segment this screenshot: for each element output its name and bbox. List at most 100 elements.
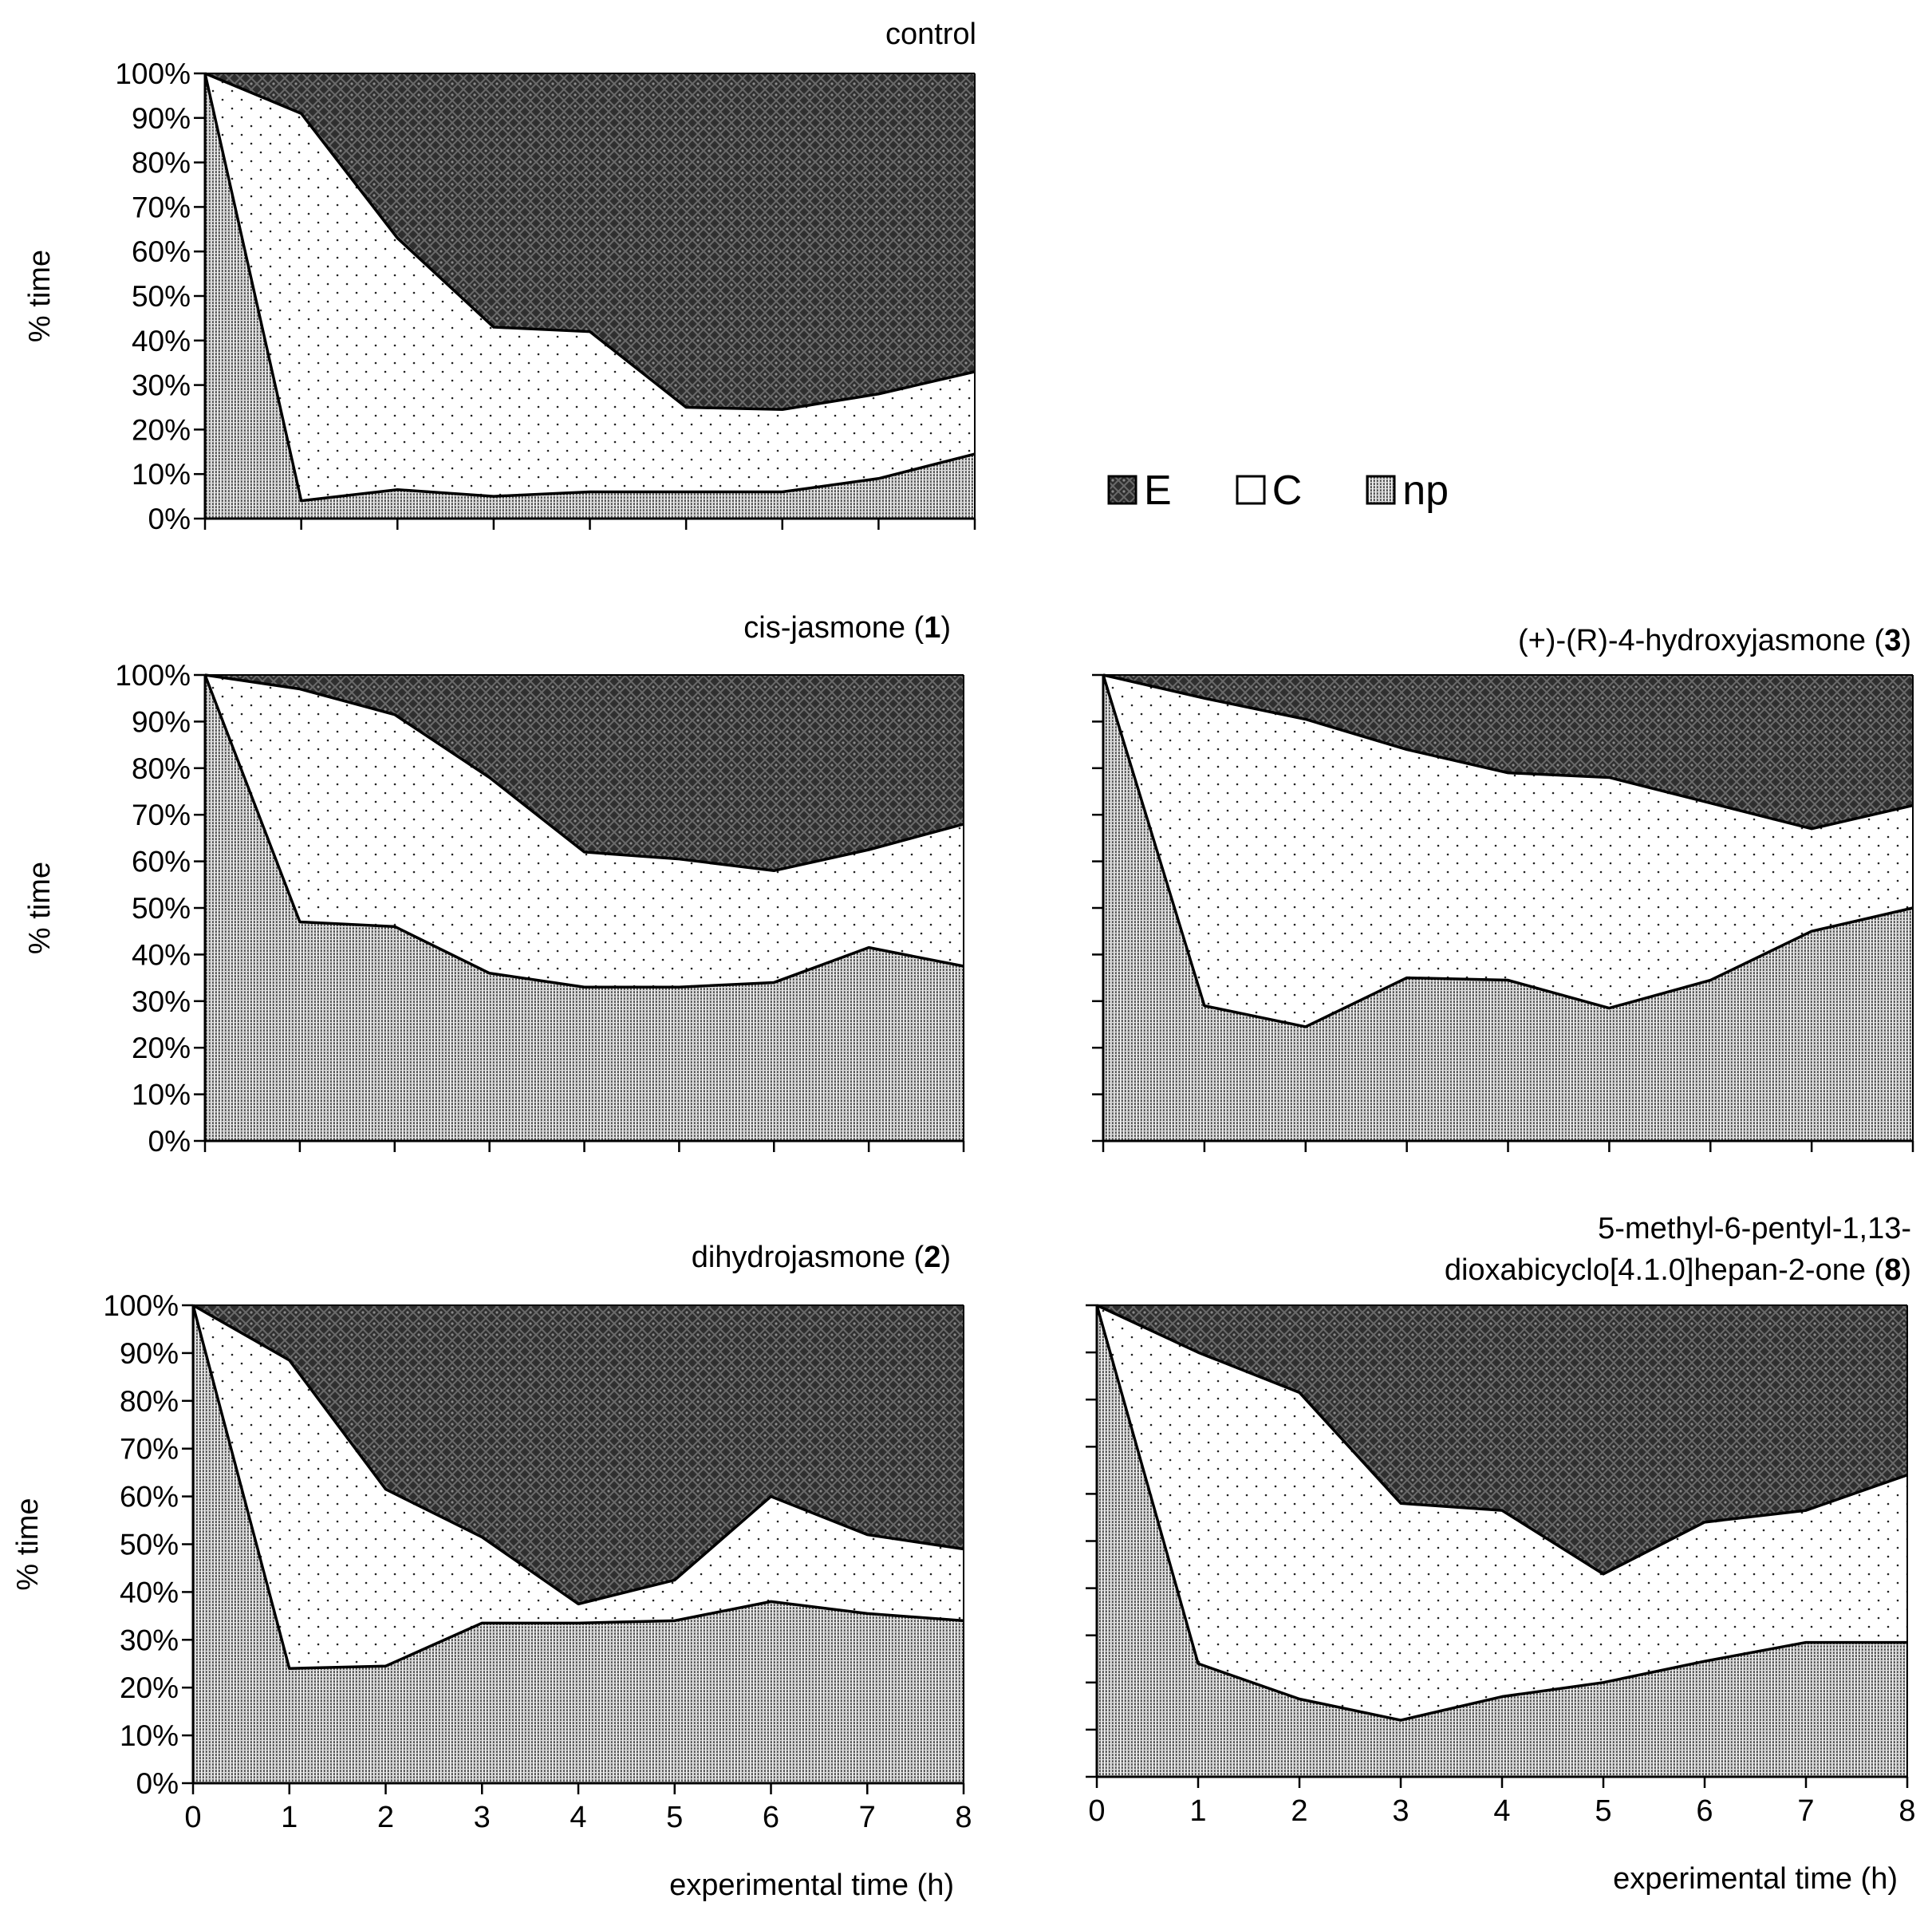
y-tick-label: 0% xyxy=(148,503,191,535)
y-tick-label: 10% xyxy=(132,1079,191,1111)
y-axis-label: % time xyxy=(23,250,57,342)
y-tick-label: 20% xyxy=(132,413,191,446)
boundary-line-C xyxy=(1102,673,1914,831)
area-E xyxy=(205,675,964,871)
y-tick-label: 90% xyxy=(132,102,191,135)
boundary-line-np xyxy=(203,674,964,989)
x-axis-label: experimental time (h) xyxy=(669,1869,954,1902)
y-tick-label: 0% xyxy=(136,1767,179,1800)
boundary-line-np xyxy=(1102,674,1914,1028)
area-E xyxy=(1097,1305,1907,1574)
y-tick-label: 30% xyxy=(132,985,191,1018)
x-tick-label: 1 xyxy=(1189,1794,1206,1828)
y-tick-label: 70% xyxy=(132,799,191,831)
chart-hydroxyjasmone xyxy=(1092,673,1914,1152)
y-tick-label: 10% xyxy=(120,1719,179,1752)
y-tick-label: 60% xyxy=(132,235,191,268)
x-tick-label: 4 xyxy=(1493,1794,1510,1828)
area-E xyxy=(1103,675,1913,829)
y-tick-label: 30% xyxy=(132,369,191,402)
chart-title-close: ) xyxy=(1901,624,1911,657)
area-C xyxy=(205,675,964,988)
compound-number: 1 xyxy=(924,611,941,645)
x-tick-label: 0 xyxy=(184,1801,201,1834)
x-tick-label: 8 xyxy=(1898,1794,1915,1828)
y-tick-label: 20% xyxy=(132,1032,191,1064)
boundary-line-np xyxy=(203,73,976,503)
chart-title-text: control xyxy=(885,18,976,51)
y-tick-label: 40% xyxy=(132,938,191,971)
y-tick-label: 80% xyxy=(132,147,191,180)
y-tick-label: 60% xyxy=(120,1481,179,1514)
y-tick-label: 40% xyxy=(120,1576,179,1608)
area-C xyxy=(205,73,975,501)
x-axis-label: experimental time (h) xyxy=(1613,1862,1898,1896)
y-tick-label: 50% xyxy=(132,892,191,925)
y-tick-label: 70% xyxy=(120,1433,179,1466)
legend: E C np xyxy=(1107,467,1449,515)
y-tick-label: 70% xyxy=(132,191,191,223)
area-C xyxy=(1103,675,1913,1027)
x-tick-label: 7 xyxy=(1797,1794,1814,1828)
area-C xyxy=(193,1305,964,1669)
x-tick-label: 8 xyxy=(955,1801,972,1834)
x-tick-label: 6 xyxy=(1696,1794,1713,1828)
y-tick-label: 10% xyxy=(132,458,191,491)
chart-title-text: cis-jasmone ( xyxy=(743,611,925,645)
legend-label-C: C xyxy=(1272,468,1303,514)
x-tick-label: 7 xyxy=(859,1801,876,1834)
legend-swatch-E xyxy=(1107,475,1138,505)
compound-number: 8 xyxy=(1884,1253,1902,1287)
y-tick-label: 90% xyxy=(120,1337,179,1370)
y-tick-label: 0% xyxy=(148,1125,191,1158)
chart-title-dioxabicyclo: dioxabicyclo[4.1.0]hepan-2-one (8) xyxy=(1445,1252,1911,1289)
area-E xyxy=(205,73,975,410)
chart-cis-jasmone: 0% 10% 20% 30% 40% 50% 60% 70% 80% 90% 100% % time xyxy=(23,659,965,1158)
boundary-line-C xyxy=(1096,1304,1908,1576)
chart-dihydrojasmone: 0% 10% 20% 30% 40% 50% 60% 70% 80% 90% 100% 0 1 2 3 4 5 6… xyxy=(11,1289,972,1902)
compound-number: 3 xyxy=(1884,624,1902,657)
y-tick-label: 50% xyxy=(120,1529,179,1561)
y-tick-label: 80% xyxy=(132,752,191,785)
chart-title-hydroxyjasmone: (+)-(R)-4-hydroxyjasmone (3) xyxy=(1518,622,1911,659)
chart-title-text: 5-methyl-6-pentyl-1,13- xyxy=(1598,1212,1911,1245)
y-axis-label: % time xyxy=(11,1498,45,1590)
legend-item-np: np xyxy=(1366,467,1449,515)
legend-swatch-C xyxy=(1236,475,1266,505)
x-tick-label: 6 xyxy=(763,1801,779,1834)
chart-title-close: ) xyxy=(940,1241,951,1274)
y-axis-label: % time xyxy=(23,862,57,954)
y-tick-label: 50% xyxy=(132,280,191,313)
boundary-line-C xyxy=(204,72,976,412)
chart-title-dioxabicyclo-line1: 5-methyl-6-pentyl-1,13- xyxy=(1598,1210,1911,1247)
y-tick-label: 30% xyxy=(120,1624,179,1656)
x-tick-label: 0 xyxy=(1088,1794,1105,1828)
y-tick-label: 100% xyxy=(115,57,191,90)
chart-title-close: ) xyxy=(940,611,951,645)
boundary-line-C xyxy=(192,1304,964,1606)
x-tick-label: 4 xyxy=(570,1801,586,1834)
y-tick-label: 100% xyxy=(103,1289,179,1322)
x-tick-label: 2 xyxy=(377,1801,394,1834)
area-np xyxy=(1097,1305,1907,1777)
x-tick-label: 2 xyxy=(1291,1794,1307,1828)
boundary-line-np xyxy=(191,1304,964,1670)
x-tick-label: 5 xyxy=(666,1801,683,1834)
x-tick-label: 3 xyxy=(1392,1794,1409,1828)
area-C xyxy=(1097,1305,1907,1721)
legend-label-E: E xyxy=(1144,468,1172,514)
legend-item-C: C xyxy=(1236,467,1303,515)
chart-title-text: dihydrojasmone ( xyxy=(691,1241,925,1274)
chart-title-close: ) xyxy=(1901,1253,1911,1287)
area-np xyxy=(193,1305,964,1783)
legend-item-E: E xyxy=(1107,467,1172,515)
area-np xyxy=(1103,675,1913,1141)
y-tick-label: 20% xyxy=(120,1671,179,1704)
chart-title-dihydrojasmone: dihydrojasmone (2) xyxy=(692,1239,951,1276)
chart-control: 0% 10% 20% 30% 40% 50% 60% 70% 80% 90% 100% % time xyxy=(23,57,976,535)
y-tick-label: 100% xyxy=(115,659,191,692)
x-tick-label: 1 xyxy=(281,1801,298,1834)
